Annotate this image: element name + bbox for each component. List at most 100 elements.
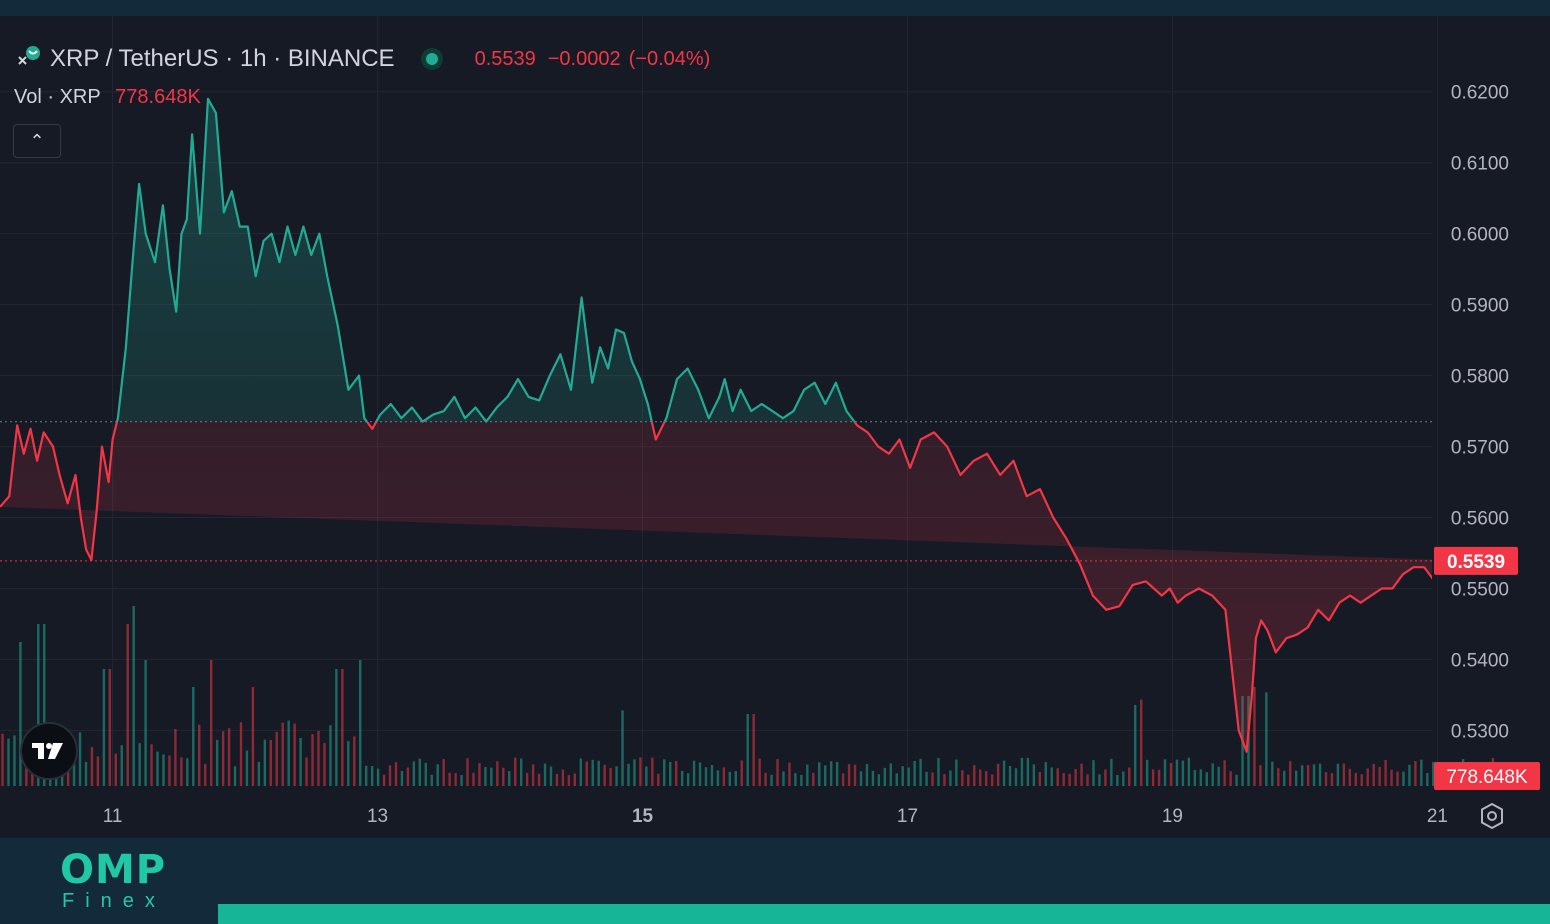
collapse-legend-button[interactable]: ⌃ [13, 124, 61, 158]
time-axis[interactable]: 11 13 15 17 19 21 [103, 806, 1448, 827]
y-tick-label: 0.6200 [1451, 83, 1509, 104]
brand-subtitle: Finex [62, 890, 166, 912]
volume-bar [955, 759, 958, 786]
volume-bar [1318, 763, 1322, 786]
price-axis[interactable]: 0.6200 0.6100 0.6000 0.5900 0.5800 0.5700 0.56… [1451, 83, 1509, 743]
volume-bar [722, 767, 726, 786]
volume-bar [937, 758, 940, 786]
volume-bar [585, 761, 588, 786]
volume-bar [490, 767, 493, 786]
volume-bar [1157, 769, 1161, 786]
volume-bar [1080, 763, 1083, 786]
volume-bar [996, 763, 1000, 786]
volume-bar [424, 762, 427, 786]
volume-bar [841, 773, 845, 786]
volume-bar [78, 732, 82, 786]
volume-bar [651, 757, 654, 786]
volume-bar [603, 764, 606, 786]
volume-bar [496, 761, 499, 786]
volume-bar [382, 774, 386, 786]
volume-bar [847, 764, 851, 786]
volume-bar [704, 767, 708, 786]
y-tick-label: 0.5900 [1451, 296, 1509, 317]
volume-tag: 778.648K [1434, 762, 1540, 790]
volume-bar [949, 770, 952, 786]
volume-bar [555, 773, 559, 786]
volume-bar [281, 722, 284, 786]
volume-bar [1408, 764, 1411, 786]
volume-bar [263, 739, 267, 786]
y-tick-label: 0.5500 [1451, 579, 1509, 600]
volume-bar [335, 669, 338, 786]
market-status-dot-icon[interactable] [420, 48, 443, 70]
volume-bar [72, 754, 76, 786]
volume-bar [478, 763, 481, 786]
volume-bar [174, 728, 177, 786]
volume-bar [907, 767, 910, 786]
volume-bar [454, 773, 457, 786]
gear-icon[interactable] [1478, 802, 1506, 830]
volume-bar [615, 766, 618, 786]
volume-bar [1223, 760, 1226, 786]
volume-bar [466, 758, 469, 786]
volume-bar [287, 720, 290, 786]
volume-bar [752, 714, 755, 786]
y-tick-label: 0.5600 [1451, 509, 1509, 530]
volume-bar [686, 773, 690, 786]
volume-bar [1044, 762, 1047, 786]
volume-bar [192, 687, 195, 786]
volume-bar [633, 759, 636, 786]
volume-bar [186, 758, 189, 786]
volume-bar [341, 669, 344, 786]
volume-bar [1289, 761, 1292, 786]
volume-bar [108, 669, 112, 786]
y-tick-label: 0.6000 [1451, 225, 1509, 246]
x-tick-label: 13 [367, 806, 388, 827]
volume-bar [1402, 771, 1405, 786]
volume-bar [1086, 774, 1089, 786]
volume-bar [132, 606, 135, 786]
volume-bar [663, 759, 666, 786]
volume-bar [573, 773, 577, 786]
volume-bar [1277, 768, 1280, 786]
volume-bar [1175, 759, 1179, 786]
volume-value: 778.648K [115, 86, 201, 108]
volume-bar [788, 762, 791, 786]
volume-bar [746, 714, 749, 786]
volume-bar [227, 728, 231, 786]
legend-last-price: 0.5539 [474, 47, 536, 70]
tradingview-logo-icon[interactable] [20, 722, 78, 780]
volume-bar [1128, 767, 1131, 786]
volume-bar [1366, 768, 1369, 786]
volume-bar [734, 771, 737, 786]
chevron-up-icon: ⌃ [29, 130, 45, 151]
x-tick-label: 15 [632, 806, 654, 827]
volume-legend[interactable]: Vol · XRP 778.648K [14, 86, 201, 109]
symbol-title[interactable]: XRP / TetherUS · 1h · BINANCE [50, 45, 395, 72]
volume-bar [37, 624, 40, 786]
volume-bar [448, 772, 451, 786]
volume-bar [7, 738, 10, 786]
volume-bar [1026, 757, 1030, 786]
volume-bar [579, 758, 582, 786]
volume-bar [1032, 764, 1036, 786]
volume-bar [1, 733, 4, 786]
volume-bar [1372, 763, 1375, 786]
price-chart[interactable]: 0.6200 0.6100 0.6000 0.5900 0.5800 0.5700 0.56… [0, 16, 1550, 838]
volume-bar [865, 763, 869, 786]
volume-bar [13, 735, 16, 786]
symbol-legend[interactable]: XRP / TetherUS · 1h · BINANCE 0.5539 −0.… [14, 42, 710, 76]
chart-panel[interactable]: 0.6200 0.6100 0.6000 0.5900 0.5800 0.5700 0.56… [0, 16, 1550, 838]
volume-bar [126, 624, 129, 786]
last-price-tag: 0.5539 [1434, 546, 1518, 575]
omp-finex-logo[interactable]: OMP Finex [60, 850, 166, 912]
volume-bar [674, 761, 678, 786]
volume-bar [806, 764, 809, 786]
volume-bar [770, 774, 773, 786]
volume-bar [990, 774, 994, 786]
volume-bar [1092, 760, 1095, 786]
volume-bar [961, 770, 964, 786]
volume-bar [877, 774, 881, 786]
volume-bar [901, 766, 904, 786]
volume-bar [96, 756, 100, 786]
